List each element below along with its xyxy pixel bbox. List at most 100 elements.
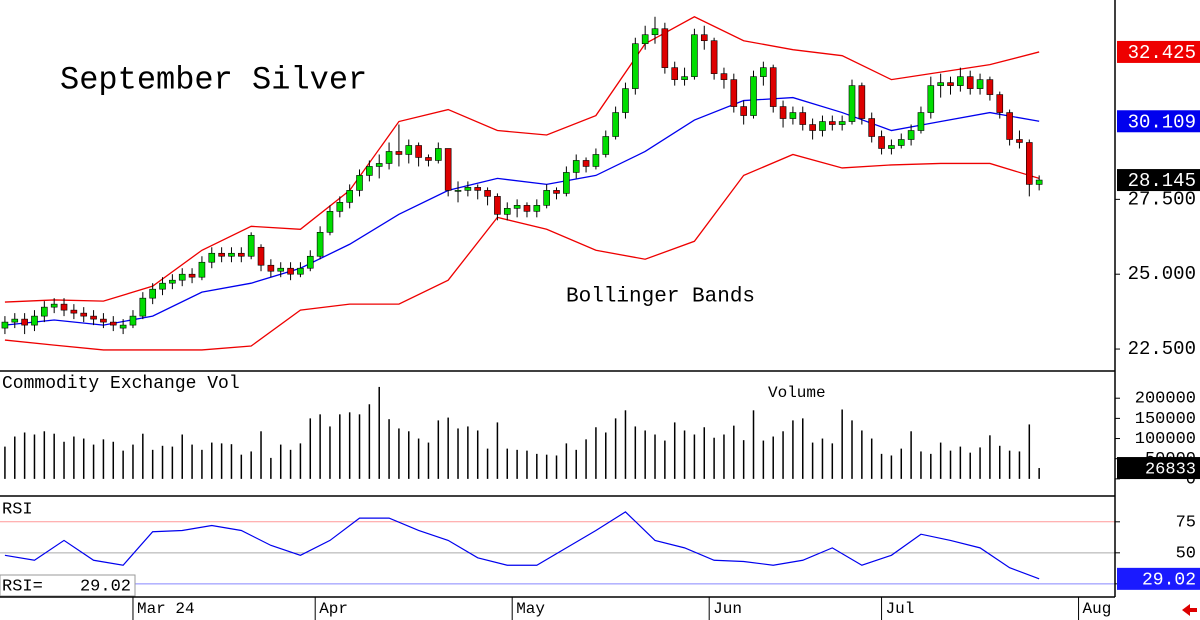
candle-body xyxy=(1,321,9,329)
candle-body xyxy=(238,252,245,257)
x-tick-label: Mar 24 xyxy=(137,600,195,618)
candle-body xyxy=(957,76,964,86)
candle-body xyxy=(819,121,826,131)
bollinger-middle xyxy=(4,96,1040,326)
y-tick-label: 50 xyxy=(1176,544,1196,563)
candle-body xyxy=(543,190,550,206)
bollinger-lower xyxy=(4,153,1040,351)
volume-bar xyxy=(427,442,430,479)
candle-body xyxy=(671,67,679,80)
volume-bar xyxy=(191,444,193,479)
volume-bar xyxy=(289,449,292,479)
candle-body xyxy=(336,202,344,212)
volume-bar xyxy=(526,450,528,479)
volume-bar xyxy=(979,447,981,479)
volume-bar xyxy=(851,420,853,479)
value-box xyxy=(1117,110,1200,133)
volume-bar xyxy=(270,457,272,479)
volume-bar xyxy=(595,427,597,479)
volume-bar xyxy=(506,448,509,479)
volume-bar xyxy=(949,450,952,479)
volume-bar xyxy=(831,443,834,479)
candle-body xyxy=(878,136,885,149)
volume-bar xyxy=(752,410,755,479)
candle-body xyxy=(41,306,48,317)
candle-body xyxy=(572,160,580,173)
candle-body xyxy=(602,136,610,155)
volume-bar xyxy=(683,430,686,479)
candle-body xyxy=(198,261,206,278)
panel-title: RSI xyxy=(2,500,33,519)
volume-bar xyxy=(989,435,991,479)
candle-body xyxy=(750,76,757,116)
candle-body xyxy=(80,312,88,317)
readout-value: 29.02 xyxy=(80,577,131,596)
volume-bar xyxy=(408,431,410,479)
volume-bar xyxy=(920,451,922,479)
candle-body xyxy=(474,187,482,191)
volume-bar xyxy=(437,420,440,479)
candle-body xyxy=(700,34,708,42)
volume-bar xyxy=(1018,451,1021,479)
candle-body xyxy=(208,252,216,263)
volume-bar xyxy=(959,446,962,479)
volume-bar xyxy=(63,441,65,479)
volume-bar xyxy=(102,439,105,479)
candle-body xyxy=(937,82,944,86)
foreground-layer: 32.425 30.109 28.145 26833 29.02 RSI= 29.02 xyxy=(0,40,1200,597)
volume-bar xyxy=(930,453,932,479)
candle-body xyxy=(1016,139,1023,143)
volume-bar xyxy=(476,430,479,479)
volume-bar xyxy=(1028,424,1031,479)
candle-body xyxy=(917,112,925,131)
value-box-label: 30.109 xyxy=(1128,111,1196,133)
scroll-arrow[interactable] xyxy=(1182,604,1197,616)
volume-bar xyxy=(713,437,715,479)
volume-bar xyxy=(92,444,95,479)
candle-body xyxy=(730,79,738,107)
volume-bar xyxy=(565,443,568,479)
candle-body xyxy=(858,85,866,119)
candle-body xyxy=(395,151,403,155)
volume-bar xyxy=(151,449,154,479)
volume-bar xyxy=(575,449,577,479)
candle-body xyxy=(789,112,797,119)
candle-body xyxy=(129,315,137,326)
x-tick-label: May xyxy=(516,600,545,618)
volume-bar xyxy=(82,438,85,479)
volume-bar xyxy=(723,434,725,479)
candle-body xyxy=(454,190,462,192)
volume-bar xyxy=(555,455,558,479)
candle-body xyxy=(799,112,807,125)
candle-body xyxy=(622,88,629,113)
y-tick-label: 27.500 xyxy=(1128,188,1196,210)
candle-body xyxy=(159,282,166,290)
candle-body xyxy=(848,85,856,122)
volume-bar xyxy=(368,404,371,479)
volume-bar xyxy=(230,444,233,479)
value-box xyxy=(1117,40,1200,63)
volume-bar xyxy=(614,418,617,479)
volume-bar xyxy=(693,434,696,479)
volume-bar xyxy=(624,410,627,479)
volume-bar xyxy=(536,453,538,479)
annotation: Volume xyxy=(768,384,826,402)
candle-body xyxy=(277,267,285,272)
candle-body xyxy=(375,163,383,167)
candle-body xyxy=(710,40,718,74)
chart-title: September Silver xyxy=(60,61,367,98)
value-box-label: 26833 xyxy=(1145,461,1196,480)
candle-body xyxy=(326,211,334,233)
volume-bar xyxy=(772,436,774,479)
candle-body xyxy=(109,321,117,326)
candle-body xyxy=(632,43,639,89)
volume-bar xyxy=(782,431,784,479)
candle-body xyxy=(464,187,472,191)
candle-body xyxy=(385,151,393,164)
volume-bar xyxy=(358,414,361,479)
volume-bar xyxy=(861,430,863,479)
candle-body xyxy=(996,94,1004,113)
candle-body xyxy=(651,28,659,36)
volume-bar xyxy=(348,412,351,479)
